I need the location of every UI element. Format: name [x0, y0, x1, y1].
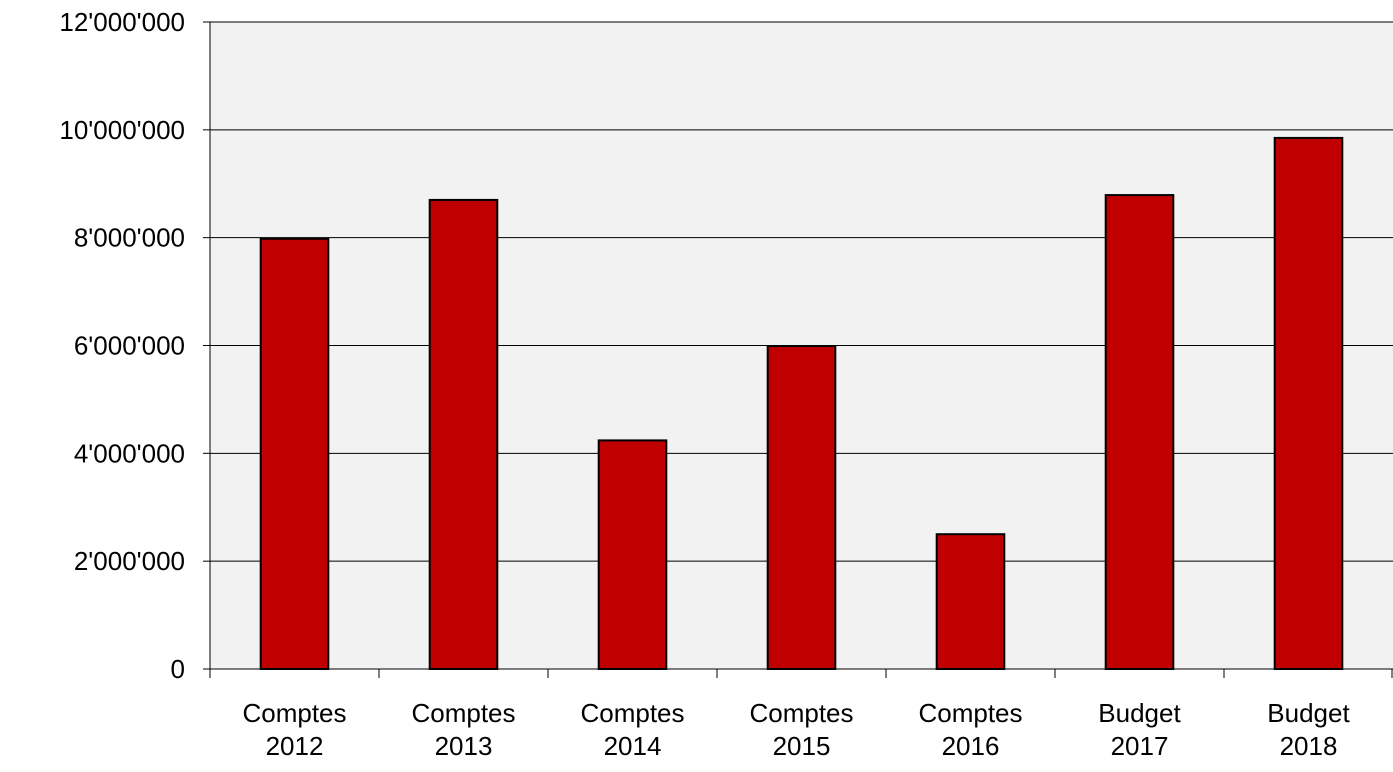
bar	[935, 533, 1006, 670]
axes	[203, 21, 1393, 678]
y-tick-label: 12'000'000	[59, 7, 185, 37]
x-tick-label: Comptes 2015	[749, 698, 853, 761]
bar	[428, 198, 499, 671]
x-tick-labels: Comptes 2012 Comptes 2013 Comptes 2014 Comptes…	[242, 698, 1350, 761]
x-tick-label: Comptes 2016	[918, 698, 1022, 761]
bar	[1273, 136, 1344, 670]
bar	[766, 345, 837, 670]
x-tick-label: Comptes 2014	[580, 698, 684, 761]
x-tick-label: Budget 2018	[1267, 698, 1350, 761]
y-tick-label: 0	[171, 654, 185, 684]
x-tick-label: Comptes 2012	[242, 698, 346, 761]
y-tick-label: 8'000'000	[74, 223, 185, 253]
y-tick-label: 4'000'000	[74, 438, 185, 468]
bar	[597, 439, 668, 671]
y-tick-labels: 0 2'000'000 4'000'000 6'000'000 8'000'000 10'…	[59, 7, 185, 684]
y-tick-label: 2'000'000	[74, 546, 185, 576]
y-tick-label: 10'000'000	[59, 115, 185, 145]
x-tick-label: Comptes 2013	[411, 698, 515, 761]
bar	[1104, 194, 1175, 670]
x-tick-label: Budget 2017	[1098, 698, 1181, 761]
y-tick-label: 6'000'000	[74, 331, 185, 361]
bar	[259, 237, 330, 670]
bars	[259, 136, 1344, 671]
